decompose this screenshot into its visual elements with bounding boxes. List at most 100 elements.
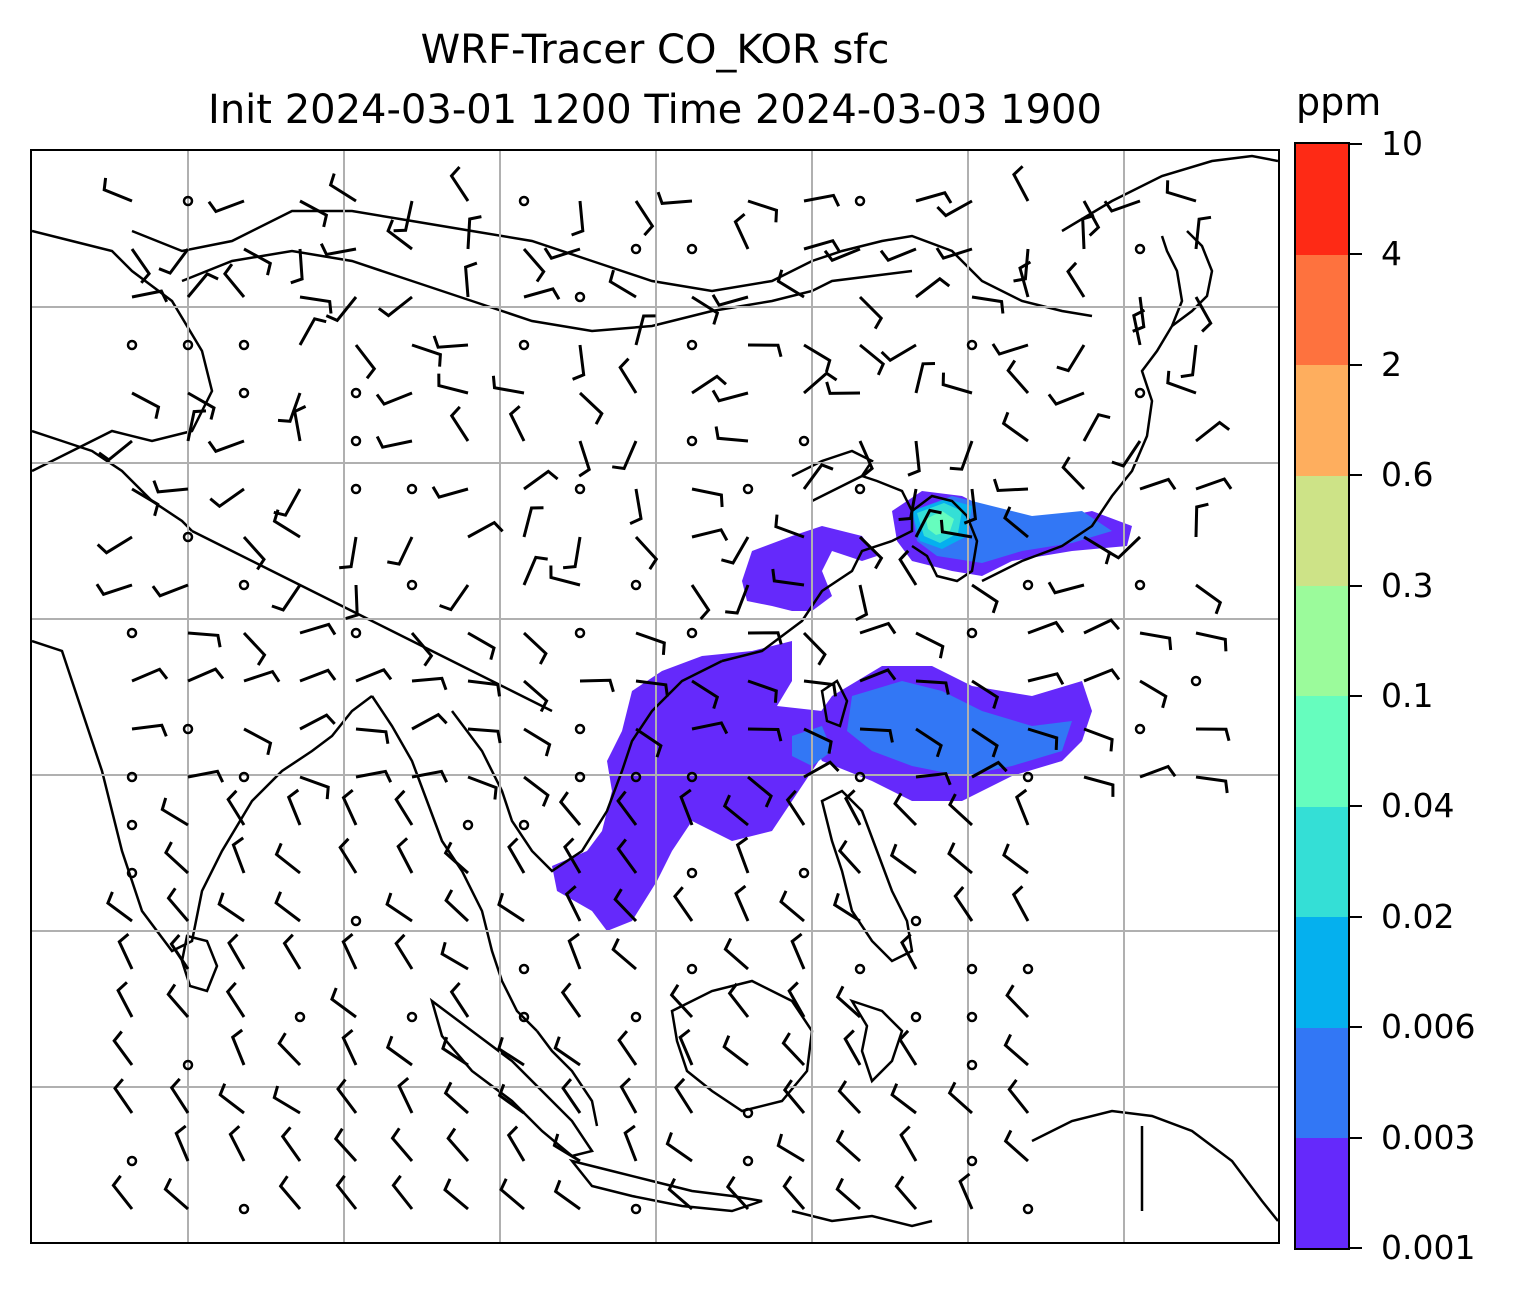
coastline-bohai xyxy=(791,449,874,503)
calm-wind-marker xyxy=(406,483,418,495)
wind-barb xyxy=(634,535,659,571)
wind-barb xyxy=(907,440,921,477)
wind-barb xyxy=(992,478,1029,493)
wind-barb xyxy=(299,713,336,731)
colorbar-tick-label: 0.001 xyxy=(1381,1228,1476,1267)
calm-wind-marker xyxy=(238,339,250,351)
calm-wind-marker xyxy=(1022,1203,1034,1215)
wind-barb xyxy=(393,200,414,233)
wind-barb xyxy=(898,488,918,521)
calm-wind-marker xyxy=(350,483,362,495)
wind-barb xyxy=(947,1081,973,1115)
calm-wind-marker xyxy=(966,1011,978,1023)
wind-barb xyxy=(522,248,546,283)
calm-wind-marker xyxy=(462,819,474,831)
colorbar-segment xyxy=(1296,364,1348,476)
wind-barb xyxy=(411,712,448,731)
wind-barb xyxy=(941,372,973,395)
wind-barb xyxy=(522,506,544,538)
wind-barb xyxy=(355,769,393,783)
wind-barb xyxy=(553,1036,581,1067)
wind-barb xyxy=(1027,727,1059,750)
wind-barb xyxy=(446,1127,470,1162)
wind-barb xyxy=(835,985,861,1019)
wind-barb xyxy=(747,199,779,223)
wind-barb xyxy=(734,884,750,922)
wind-barb xyxy=(1103,199,1141,213)
wind-barb xyxy=(491,375,525,395)
calm-wind-marker xyxy=(518,1011,530,1023)
coastline-china-east xyxy=(721,474,914,663)
wind-barb xyxy=(449,165,470,202)
calm-wind-marker xyxy=(294,1011,306,1023)
wind-barbs xyxy=(95,165,1233,1215)
wind-barb xyxy=(355,667,393,683)
map-panel[interactable] xyxy=(30,149,1280,1244)
wind-barb xyxy=(915,771,952,786)
wind-barb xyxy=(936,199,973,218)
calm-wind-marker xyxy=(910,915,922,927)
wind-barb xyxy=(158,248,190,275)
calm-wind-marker xyxy=(574,291,586,303)
wind-barb xyxy=(299,622,337,636)
calm-wind-marker xyxy=(686,435,698,447)
calm-wind-marker xyxy=(350,435,362,447)
wind-barb xyxy=(411,343,442,367)
wind-barb xyxy=(691,487,724,508)
colorbar-segment xyxy=(1296,696,1348,807)
calm-wind-marker xyxy=(630,243,642,255)
wind-barb xyxy=(523,287,561,300)
wind-barb xyxy=(1011,885,1030,922)
wind-barb xyxy=(299,199,329,228)
wind-barb xyxy=(166,983,190,1018)
wind-barb xyxy=(1003,1129,1029,1163)
wind-barb xyxy=(781,1032,806,1067)
wind-barb xyxy=(635,631,666,656)
calm-wind-marker xyxy=(350,387,362,399)
coastline-new-guinea xyxy=(1031,1109,1278,1222)
wind-barb xyxy=(1083,618,1121,635)
calm-wind-marker xyxy=(1022,963,1034,975)
wind-barb xyxy=(611,938,637,971)
wind-barb xyxy=(803,760,840,779)
wind-barb xyxy=(935,247,973,260)
wind-barb xyxy=(1027,672,1065,686)
wind-barb xyxy=(131,487,160,517)
wind-barb xyxy=(341,1028,358,1066)
colorbar-segment xyxy=(1296,144,1348,255)
wind-barb xyxy=(95,583,133,597)
wind-barb xyxy=(552,1133,581,1163)
wind-barb xyxy=(958,1172,974,1210)
wind-barb xyxy=(802,631,827,666)
wind-barb xyxy=(411,769,449,783)
wind-barb xyxy=(915,631,945,659)
coastlines xyxy=(32,154,1278,1228)
wind-barb xyxy=(130,248,151,284)
calm-wind-marker xyxy=(126,819,138,831)
wind-barb xyxy=(673,886,694,922)
wind-barb xyxy=(971,760,1008,779)
wind-barb xyxy=(939,519,973,539)
wind-barb xyxy=(242,631,267,666)
map-canvas xyxy=(32,151,1278,1242)
wind-barb xyxy=(616,790,638,826)
calm-wind-marker xyxy=(854,963,866,975)
wind-barb xyxy=(1083,668,1121,683)
wind-barb xyxy=(779,890,805,923)
colorbar-tick-label: 4 xyxy=(1381,234,1402,274)
calm-wind-marker xyxy=(574,483,586,495)
wind-barb xyxy=(790,932,806,970)
wind-barb xyxy=(915,191,953,204)
calm-wind-marker xyxy=(630,1203,642,1215)
wind-barb xyxy=(619,1077,638,1114)
wind-barb xyxy=(949,440,974,471)
wind-barb xyxy=(579,678,615,693)
colorbar xyxy=(1294,142,1350,1250)
wind-barb xyxy=(272,509,301,539)
colorbar-tick-label: 0.04 xyxy=(1381,786,1455,826)
calm-wind-marker xyxy=(630,579,642,591)
wind-barb xyxy=(354,344,377,380)
wind-barb xyxy=(894,1175,918,1210)
wind-barb xyxy=(187,667,225,683)
calm-wind-marker xyxy=(126,867,138,879)
